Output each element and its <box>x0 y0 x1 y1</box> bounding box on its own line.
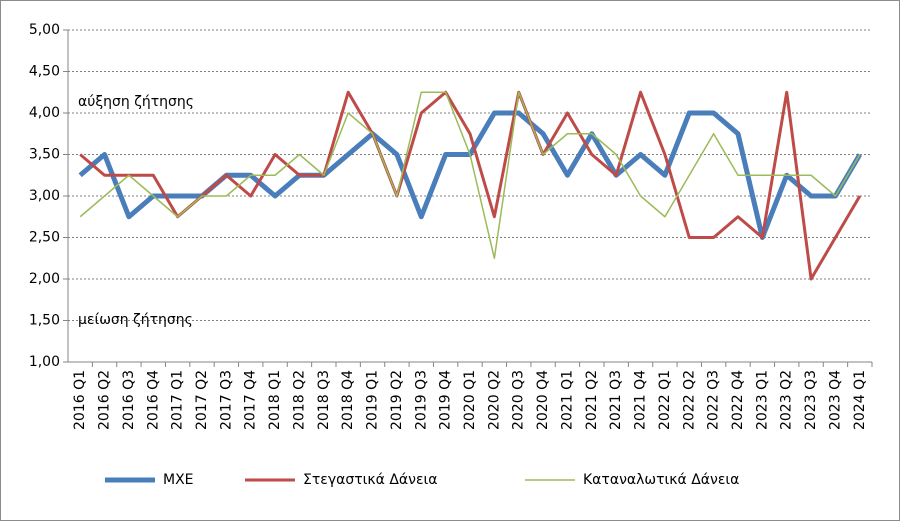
x-tick-label: 2022 Q4 <box>730 370 746 430</box>
y-tick-label: 4,00 <box>29 105 60 121</box>
legend-label: ΜΧΕ <box>163 472 194 488</box>
x-tick-label: 2022 Q2 <box>681 370 697 430</box>
x-tick-label: 2018 Q3 <box>316 370 332 430</box>
y-tick-label: 1,50 <box>29 313 60 329</box>
x-tick-label: 2019 Q2 <box>389 370 405 430</box>
legend-label: Καταναλωτικά Δάνεια <box>583 472 739 488</box>
x-tick-label: 2021 Q2 <box>584 370 600 430</box>
x-tick-label: 2023 Q3 <box>803 370 819 430</box>
x-tick-label: 2018 Q1 <box>267 370 283 430</box>
x-tick-label: 2019 Q1 <box>365 370 381 430</box>
x-tick-label: 2016 Q3 <box>121 370 137 430</box>
x-tick-label: 2024 Q1 <box>852 370 868 430</box>
x-tick-label: 2020 Q2 <box>486 370 502 430</box>
x-tick-label: 2021 Q1 <box>559 370 575 430</box>
x-tick-label: 2020 Q1 <box>462 370 478 430</box>
y-tick-label: 4,50 <box>29 64 60 80</box>
x-tick-label: 2020 Q4 <box>535 370 551 430</box>
x-tick-label: 2016 Q1 <box>72 370 88 430</box>
x-tick-label: 2023 Q1 <box>754 370 770 430</box>
x-tick-label: 2021 Q3 <box>608 370 624 430</box>
x-tick-label: 2019 Q4 <box>438 370 454 430</box>
annotation: μείωση ζήτησης <box>78 312 193 328</box>
x-tick-label: 2023 Q4 <box>827 370 843 430</box>
y-tick-label: 3,50 <box>29 147 60 163</box>
x-tick-label: 2017 Q1 <box>170 370 186 430</box>
x-tick-label: 2020 Q3 <box>511 370 527 430</box>
x-tick-label: 2018 Q4 <box>340 370 356 430</box>
x-tick-label: 2018 Q2 <box>291 370 307 430</box>
x-tick-label: 2017 Q4 <box>243 370 259 430</box>
x-tick-label: 2016 Q2 <box>97 370 113 430</box>
series-line <box>79 91 861 259</box>
y-tick-label: 1,00 <box>29 354 60 370</box>
series-line <box>79 90 862 281</box>
y-tick-label: 2,50 <box>29 230 60 246</box>
annotation: αύξηση ζήτησης <box>78 94 194 110</box>
x-tick-label: 2017 Q2 <box>194 370 210 430</box>
x-tick-label: 2022 Q1 <box>657 370 673 430</box>
y-tick-label: 3,00 <box>29 188 60 204</box>
y-tick-label: 5,00 <box>29 22 60 38</box>
x-tick-label: 2017 Q3 <box>218 370 234 430</box>
x-tick-label: 2016 Q4 <box>145 370 161 430</box>
x-tick-label: 2022 Q3 <box>706 370 722 430</box>
legend-label: Στεγαστικά Δάνεια <box>303 472 437 488</box>
x-tick-label: 2021 Q4 <box>633 370 649 430</box>
y-tick-label: 2,00 <box>29 271 60 287</box>
x-tick-label: 2019 Q3 <box>413 370 429 430</box>
x-tick-label: 2023 Q2 <box>779 370 795 430</box>
